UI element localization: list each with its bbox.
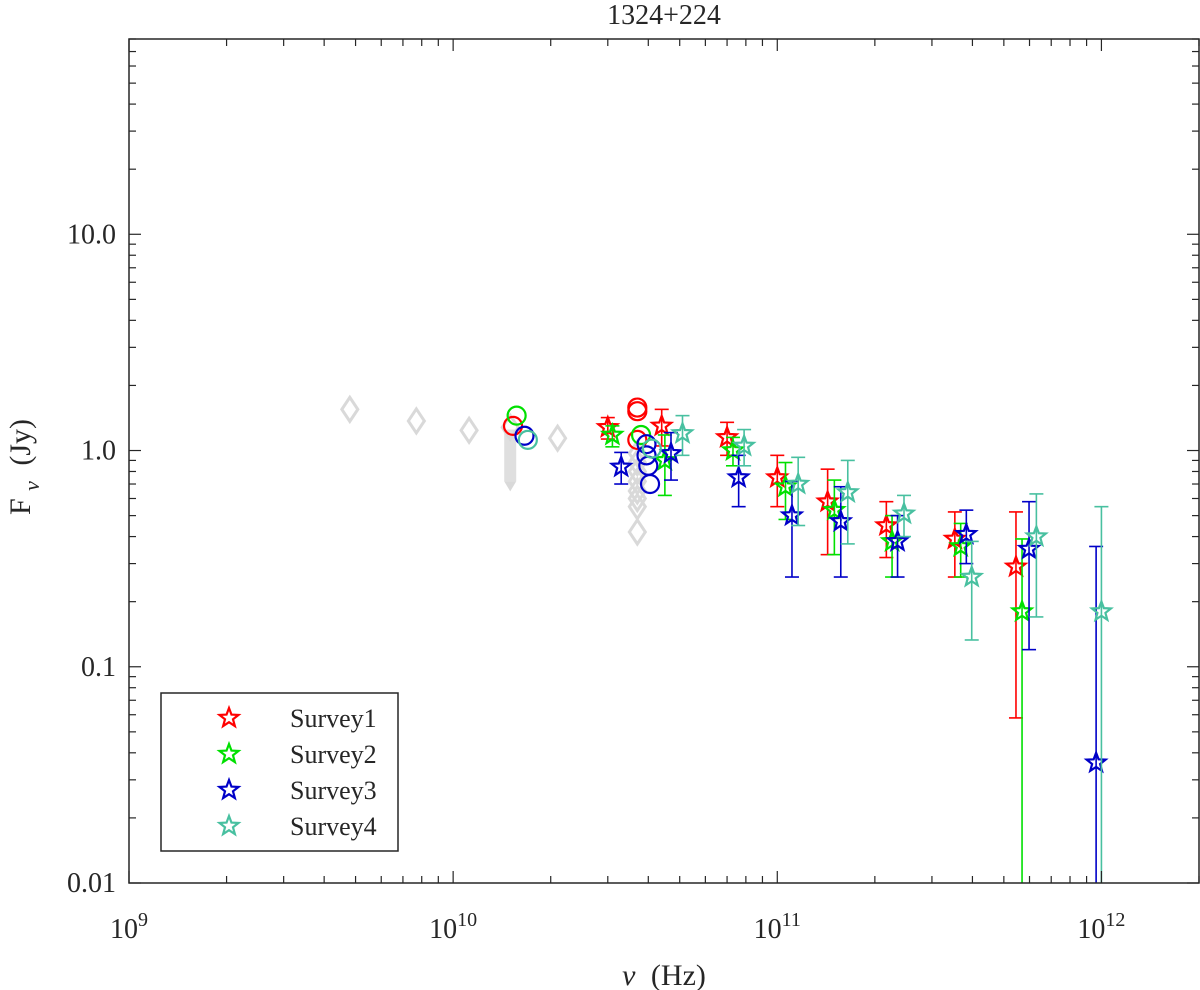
x-tick-label: 1011 <box>754 909 801 945</box>
survey4-star-2 <box>731 432 757 457</box>
survey1-star-8 <box>1003 553 1029 578</box>
y-axis-sub: ν <box>19 481 44 491</box>
x-tick-exponent: 9 <box>138 909 148 931</box>
archival-point-6 <box>627 517 648 547</box>
survey4-star-5 <box>891 500 917 525</box>
x-tick-label: 109 <box>110 909 148 945</box>
legend-label-survey3: Survey3 <box>290 776 377 805</box>
survey3-circle-3 <box>636 445 657 466</box>
survey3-star-7 <box>953 521 979 545</box>
survey1-circle-4 <box>627 429 648 450</box>
x-tick-base: 10 <box>110 914 138 945</box>
survey3-star-1 <box>608 453 634 478</box>
legend: Survey1 Survey2 Survey3 Survey4 <box>160 692 399 852</box>
survey3-circle-2 <box>636 434 657 455</box>
legend-box <box>160 692 399 852</box>
survey2-circle-1 <box>506 405 527 426</box>
legend-marker-survey2 <box>216 740 242 765</box>
x-tick-base: 10 <box>429 914 457 945</box>
x-tick-label: 1012 <box>1077 909 1125 945</box>
survey2-star-1 <box>599 421 625 446</box>
survey3-star-6 <box>885 528 911 553</box>
survey4-star-6 <box>959 563 985 588</box>
x-axis-unit: (Hz) <box>651 959 706 990</box>
survey4-errorbar-8 <box>1094 505 1109 883</box>
survey3-errorbar-8 <box>1022 500 1037 651</box>
survey1-circle-1 <box>502 415 524 436</box>
y-tick-label: 10.0 <box>67 219 116 250</box>
survey3-star-9 <box>1083 749 1109 774</box>
survey4-errorbar-7 <box>1029 493 1044 618</box>
legend-marker-survey4 <box>216 812 242 837</box>
survey4-star-4 <box>835 479 861 504</box>
x-tick-exponent: 10 <box>457 909 477 931</box>
survey4-star-1 <box>669 420 695 445</box>
y-tick-label: 0.1 <box>81 652 116 683</box>
legend-label-survey1: Survey1 <box>290 704 377 733</box>
x-axis-symbol: ν <box>622 959 636 990</box>
survey3-circle-1 <box>514 425 535 446</box>
survey4-star-7 <box>1023 523 1049 548</box>
series-survey1 <box>502 397 1029 719</box>
survey4-star-3 <box>785 470 811 495</box>
survey1-star-2 <box>649 412 675 437</box>
survey1-star-3 <box>714 424 740 449</box>
legend-marker-survey3 <box>216 776 242 801</box>
y-tick-label: 0.01 <box>67 868 116 899</box>
x-axis-label: ν (Hz) <box>622 959 706 990</box>
x-tick-label: 1010 <box>429 909 477 945</box>
y-axis-label: F ν (Jy) <box>4 419 46 515</box>
legend-label-survey4: Survey4 <box>290 812 377 841</box>
legend-label-survey2: Survey2 <box>290 740 377 769</box>
survey4-circle-1 <box>517 429 538 450</box>
y-axis-unit: (Jy) <box>4 419 37 466</box>
survey1-errorbar-8 <box>1008 511 1023 719</box>
y-axis-base: F <box>4 498 37 515</box>
archival-point-2 <box>406 406 427 436</box>
archival-point-3 <box>459 415 479 446</box>
x-tick-base: 10 <box>754 914 782 945</box>
series-survey4 <box>517 414 1114 883</box>
archival-band <box>504 429 517 482</box>
survey4-errorbar-6 <box>964 540 979 641</box>
survey2-errorbar-8 <box>1015 538 1030 883</box>
survey1-star-4 <box>764 464 790 489</box>
survey4-star-8 <box>1088 598 1114 623</box>
x-tick-exponent: 12 <box>1105 909 1125 931</box>
survey4-errorbar-3 <box>791 456 806 527</box>
y-tick-label: 1.0 <box>81 436 116 467</box>
archival-point-5 <box>547 423 568 453</box>
legend-marker-survey1 <box>216 704 242 729</box>
x-tick-exponent: 11 <box>782 909 801 931</box>
survey4-errorbar-4 <box>840 459 855 545</box>
survey1-circle-3 <box>627 401 648 422</box>
survey3-star-4 <box>779 502 805 527</box>
x-tick-base: 10 <box>1077 914 1105 945</box>
survey3-star-3 <box>726 464 752 489</box>
survey1-star-6 <box>873 512 899 537</box>
archival-band-arrow <box>504 481 517 492</box>
survey3-circle-5 <box>639 473 661 495</box>
survey3-star-2 <box>658 440 684 465</box>
chart-title: 1324+224 <box>607 0 721 31</box>
survey4-circle-2 <box>641 438 662 459</box>
plot-area <box>340 394 1114 883</box>
survey2-star-7 <box>948 533 974 558</box>
archival-point-1 <box>340 394 360 425</box>
